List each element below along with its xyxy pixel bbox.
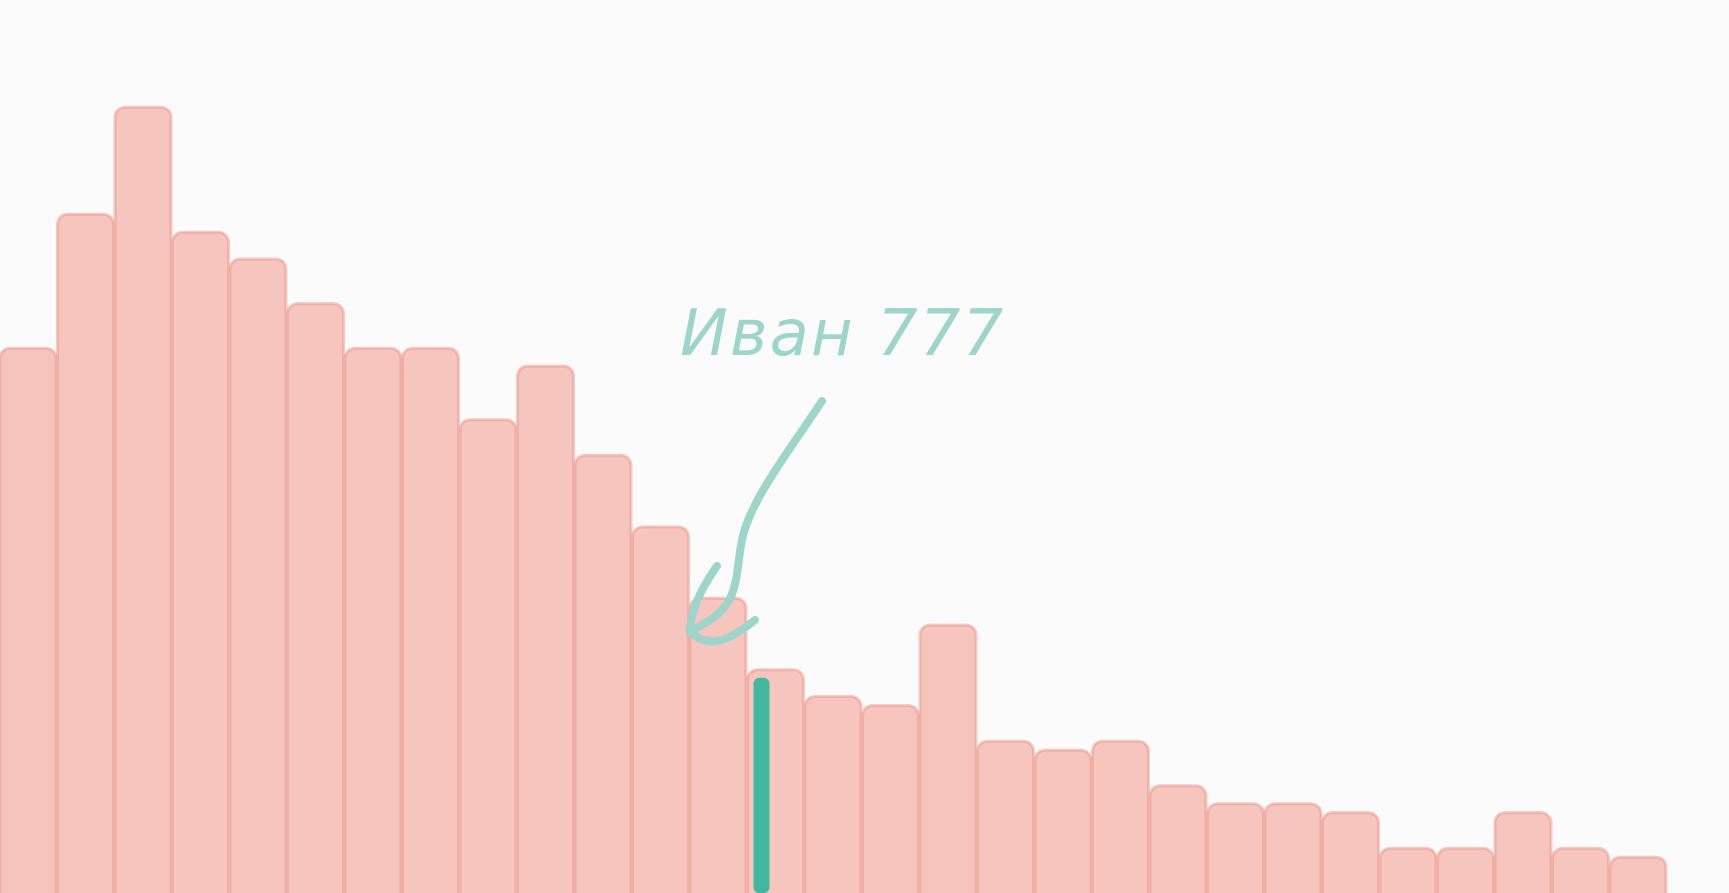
bar [56, 212, 115, 893]
bar [286, 302, 345, 893]
bar [918, 623, 978, 893]
bar [516, 364, 575, 893]
bar [228, 257, 288, 893]
bar [1148, 784, 1208, 893]
annotation-layer: Иван 777 [680, 297, 1005, 646]
bar [573, 453, 633, 893]
bars-layer [0, 105, 1668, 893]
bar [458, 418, 518, 893]
bar [688, 596, 748, 893]
bar [0, 346, 58, 893]
bar [1091, 739, 1150, 893]
bar [861, 704, 920, 893]
bar [113, 105, 173, 893]
bar [976, 739, 1035, 893]
highlight-bar-marker [753, 677, 770, 893]
bar [1263, 802, 1323, 893]
bar [803, 695, 863, 893]
bar [1436, 846, 1495, 893]
bar [1321, 811, 1380, 893]
bar [1608, 855, 1668, 893]
bar [401, 346, 460, 893]
annotation-label: Иван 777 [680, 297, 1005, 371]
bar [1206, 802, 1265, 893]
bar [343, 346, 403, 893]
annotation-arrow [686, 397, 826, 646]
bar [1493, 811, 1553, 893]
bar [1551, 846, 1610, 893]
bar [1378, 846, 1438, 893]
bar [171, 230, 230, 893]
bar [631, 525, 690, 893]
bar [1033, 748, 1093, 893]
